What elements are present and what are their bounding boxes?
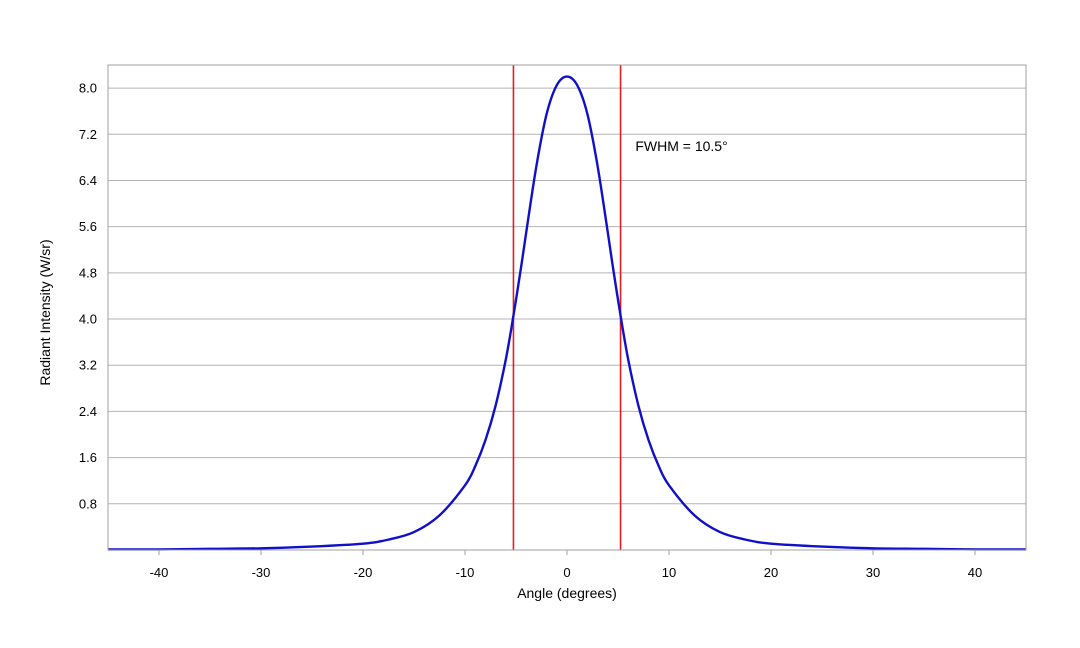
x-tick-label: 20 (764, 565, 778, 580)
x-axis-title: Angle (degrees) (517, 585, 617, 601)
y-tick-label: 8.0 (79, 81, 97, 96)
y-tick-label: 4.8 (79, 265, 97, 280)
y-tick-label: 5.6 (79, 219, 97, 234)
y-tick-label: 3.2 (79, 358, 97, 373)
fwhm-annotation: FWHM = 10.5° (635, 138, 727, 154)
y-tick-label: 7.2 (79, 127, 97, 142)
fwhm-marker-lines (512, 65, 622, 550)
x-tick-label: 0 (563, 565, 570, 580)
x-tick-label: -30 (252, 565, 271, 580)
y-tick-label: 2.4 (79, 404, 97, 419)
x-tick-label: -40 (150, 565, 169, 580)
y-tick-label: 1.6 (79, 450, 97, 465)
x-tick-label: -10 (456, 565, 475, 580)
grid-lines (108, 87, 1026, 505)
intensity-curve (107, 75, 1027, 551)
x-tick-label: 40 (968, 565, 982, 580)
x-tick-label: -20 (354, 565, 373, 580)
y-tick-label: 6.4 (79, 173, 97, 188)
y-tick-label: 4.0 (79, 312, 97, 327)
y-axis-tick-labels: 0.8 1.6 2.4 3.2 4.0 4.8 5.6 6.4 7.2 8.0 (79, 81, 97, 512)
y-axis-title: Radiant Intensity (W/sr) (37, 239, 53, 385)
data-series (107, 75, 1027, 551)
x-tick-label: 30 (866, 565, 880, 580)
y-tick-label: 0.8 (79, 496, 97, 511)
annotations: FWHM = 10.5° (635, 138, 727, 154)
x-axis-tick-labels: -40 -30 -20 -10 0 10 20 30 40 (150, 550, 982, 580)
x-tick-label: 10 (662, 565, 676, 580)
